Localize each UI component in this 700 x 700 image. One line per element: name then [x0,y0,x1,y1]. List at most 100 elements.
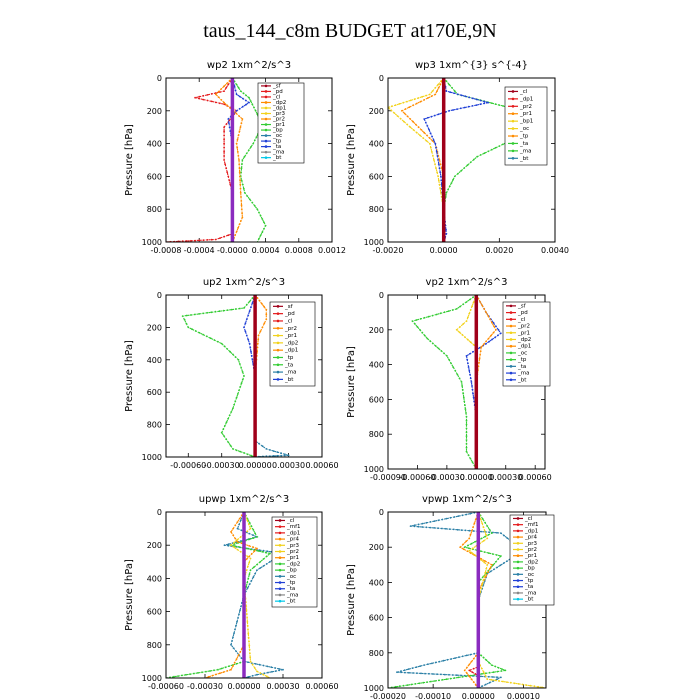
y-tick-label: 600 [369,172,384,181]
legend-entry: _pr1 [524,553,537,559]
series-point [466,358,469,361]
series-point [254,572,256,575]
series-point [265,308,268,311]
series-point [469,653,472,656]
legend-entry: _pr4 [524,535,538,541]
series-point [234,628,236,631]
series-point [454,369,457,372]
series-group [388,512,546,688]
panel-upwp: upwp 1xm^2/s^3 Pressure [hPa] 0 200 400 600 80… [124,494,339,691]
series-point [249,652,251,655]
series-point [240,542,243,545]
series-point [230,643,232,646]
series-point [489,570,492,573]
series-point [433,520,436,522]
legend-marker [516,554,520,558]
legend-marker [516,585,520,589]
series-point [421,522,424,525]
series-point [260,302,263,305]
series-point [224,424,226,427]
series-point [236,620,238,623]
legend-marker [278,519,282,522]
series-point [427,663,429,666]
series-point [245,609,248,611]
series-point [438,159,441,161]
series-point [496,670,499,673]
series-point [258,299,261,302]
series-point [249,346,252,349]
series-point [228,126,231,129]
series-point [238,130,241,133]
series-point [465,301,468,303]
series-point [438,167,441,170]
series-point [249,548,252,551]
series-point [434,93,437,96]
series-point [406,123,408,126]
y-tick-label: 1000 [364,684,384,693]
series-point [407,668,410,670]
series-point [213,669,215,672]
plot-frame [165,511,323,679]
legend-marker [511,105,515,108]
series-point [469,533,472,536]
series-point [232,448,234,450]
legend-marker [276,363,280,367]
legend-entry: _bp1 [519,119,533,125]
series-point [472,526,474,528]
series-point [250,525,253,528]
series-point [262,664,265,667]
series-point [436,90,438,92]
x-tick-label: -0.0008 [151,246,182,255]
series-point [248,573,251,576]
series-point [426,337,429,340]
series-point [226,348,229,350]
series-point [500,670,503,672]
legend-entry: _ma [286,592,298,598]
series-point [252,142,255,145]
series-point [256,297,259,299]
series-point [430,680,432,683]
series-point [239,519,242,522]
series-point [177,675,179,677]
series-point [467,547,470,550]
series-point [202,312,205,315]
series-point [232,407,234,410]
series-point [435,167,437,170]
series-point [241,163,243,166]
series-point [444,673,446,676]
series-point [250,579,253,582]
series-point [495,554,498,556]
series-point [251,201,254,204]
y-tick-label: 800 [369,430,384,439]
y-tick-label: 400 [369,140,384,149]
series-point [440,350,443,352]
series-point [464,336,466,339]
series-point [423,316,426,319]
series-point [223,85,226,88]
legend: _sf_pd_cl_dp2_dp1_pr3_pr2_pr1_bp_oc_tp_t… [257,82,305,164]
legend-marker [278,581,282,584]
y-tick-label: 0 [379,508,384,517]
series-point [432,155,434,157]
x-tick-label: 0.0012 [318,246,346,255]
series-point [475,654,477,657]
series-point [494,146,497,149]
y-axis-label: Pressure [hPa] [124,559,135,631]
series-point [236,541,239,543]
series-point [223,103,226,106]
series-point [198,239,201,242]
legend-entry: _oc [517,350,527,356]
series-point [219,102,221,105]
series-point [202,94,205,97]
y-tick-label: 1000 [142,453,162,462]
series-point [219,672,221,675]
y-tick-label: 400 [147,356,162,365]
series-point [500,555,502,557]
series-point [194,313,196,316]
series-point [435,150,438,153]
series-point [390,109,393,112]
series-point [465,513,468,516]
series-point [471,671,474,674]
series-point [226,82,228,85]
series-point [465,439,468,441]
